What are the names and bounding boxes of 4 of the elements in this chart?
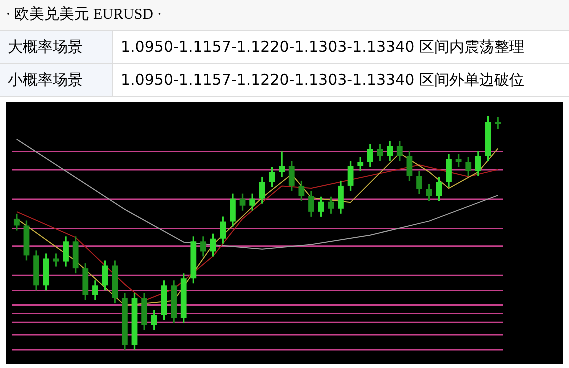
text: 1.0950-1.1157-1.1220-1.1303-1.13340 区间内震荡整理 bbox=[112, 31, 569, 64]
chart-title: · 欧美兑美元 EURUSD · bbox=[0, 0, 569, 31]
text: 1.0950-1.1157-1.1220-1.1303-1.13340 区间外单边破位 bbox=[112, 64, 569, 96]
text: 大概率场景 bbox=[0, 31, 112, 64]
